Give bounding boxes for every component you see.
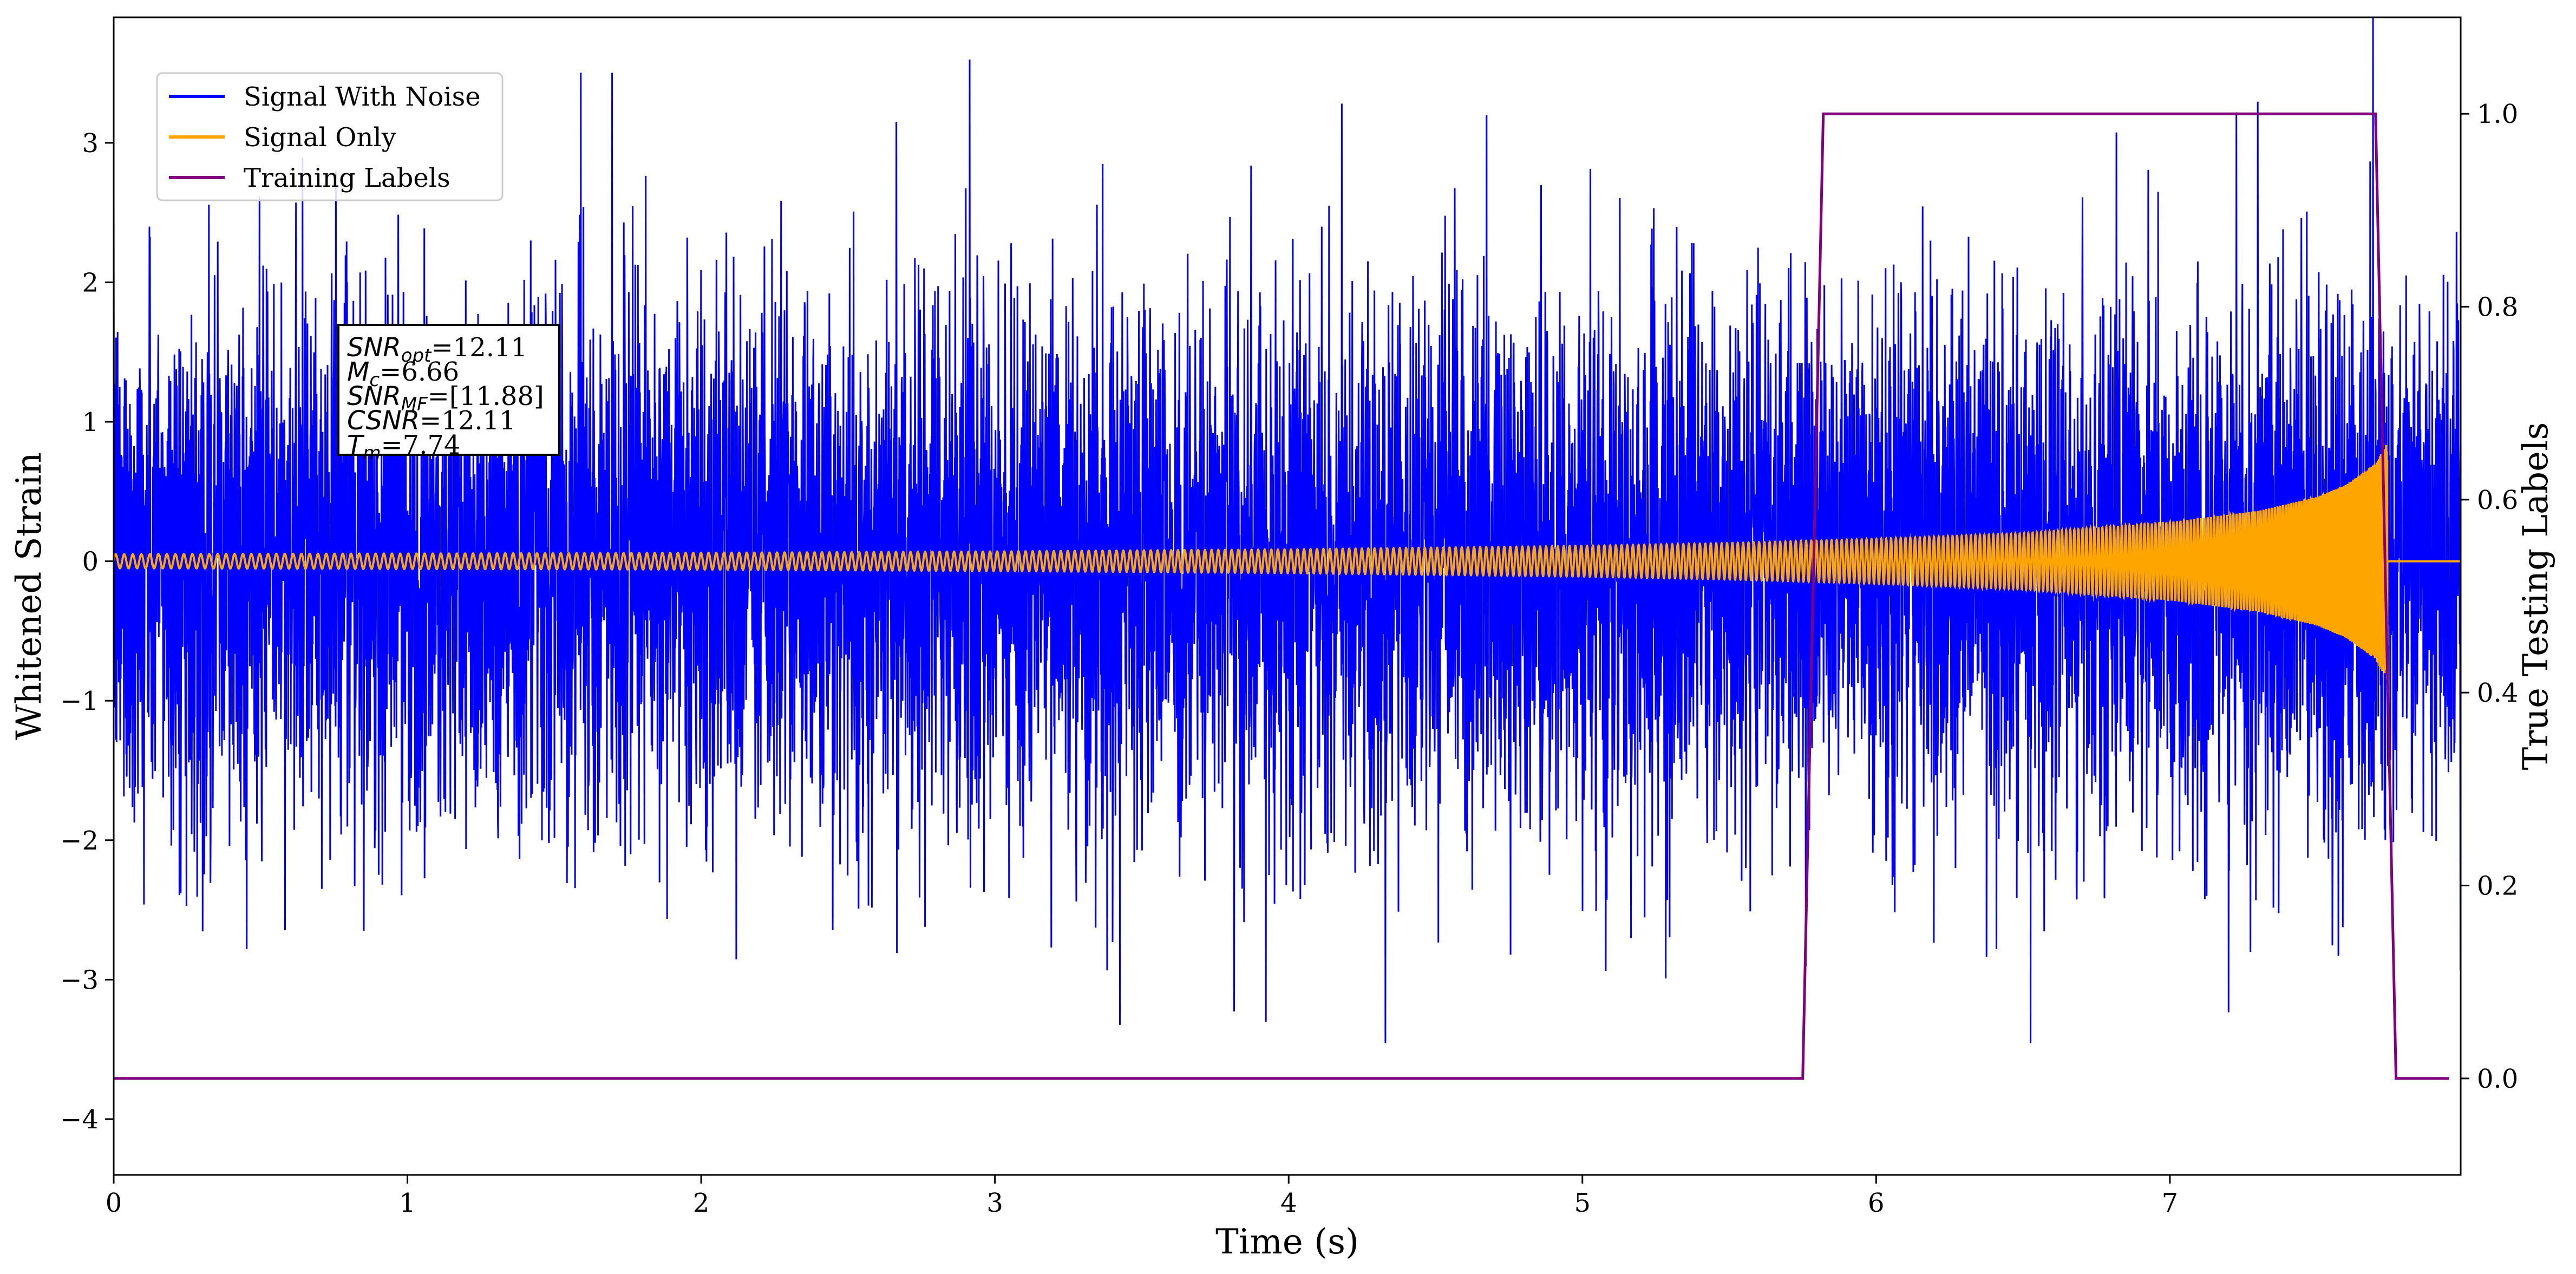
x-tick-label: 4 xyxy=(1280,1188,1297,1218)
series-layer xyxy=(114,17,2461,1080)
y2-tick-label: 0.6 xyxy=(2477,485,2518,515)
x-tick-label: 1 xyxy=(399,1188,416,1218)
y-tick-label: 0 xyxy=(82,547,99,577)
x-tick-label: 7 xyxy=(2162,1188,2179,1218)
ticks-layer: 0 1 2 3 4 5 6 7 3 2 1 0 −1 −2 −3 −4 1.0 0.8 0.6 0.4 0.2 0.0 xyxy=(60,99,2518,1218)
x-tick-label: 0 xyxy=(106,1188,122,1218)
y-tick-label: −3 xyxy=(60,965,99,995)
x-tick-label: 2 xyxy=(693,1188,710,1218)
plot-frame xyxy=(113,16,2462,1176)
y-tick-label: −2 xyxy=(60,826,99,856)
legend-entry: Signal Only xyxy=(244,122,396,153)
y-tick-label: −1 xyxy=(60,686,99,716)
legend-entry: Signal With Noise xyxy=(244,82,481,112)
y-tick-label: 1 xyxy=(82,407,99,437)
legend-entry: Training Labels xyxy=(244,163,450,193)
series-signal-only-line xyxy=(114,445,2461,680)
y-tick-label: −4 xyxy=(60,1105,99,1135)
legend: Signal With Noise Signal Only Training Lab… xyxy=(156,72,504,201)
y2-axis-label: True Testing Labels xyxy=(2516,422,2556,770)
x-tick-label: 3 xyxy=(986,1188,1003,1218)
y2-tick-label: 0.4 xyxy=(2477,678,2518,708)
legend-frame xyxy=(156,72,504,201)
x-tick-label: 5 xyxy=(1574,1188,1591,1218)
stats-annotation-box: SNRopt=12.11Mc=6.66SNRMF=[11.88]CSNR=12.… xyxy=(337,324,560,464)
y2-tick-label: 1.0 xyxy=(2477,99,2518,129)
y-tick-label: 2 xyxy=(82,267,99,298)
series-training-labels-line xyxy=(114,112,2449,1080)
x-axis-label: Time (s) xyxy=(1215,1222,1359,1262)
annotation-frame xyxy=(337,324,560,456)
y-axis-label: Whitened Strain xyxy=(9,452,49,740)
y2-tick-label: 0.8 xyxy=(2477,292,2518,323)
annotation-line: CSNR=12.11 xyxy=(347,406,516,436)
y2-tick-label: 0.2 xyxy=(2477,871,2518,901)
annotation-line: Mc=6.66 xyxy=(347,357,459,391)
x-tick-label: 6 xyxy=(1868,1188,1885,1218)
annotation-line: Tm=7.74 xyxy=(347,430,461,464)
y-tick-label: 3 xyxy=(82,128,99,159)
annotation-line: SNRopt=12.11 xyxy=(347,332,527,367)
y2-tick-label: 0.0 xyxy=(2477,1064,2518,1094)
annotation-line: SNRMF=[11.88] xyxy=(347,381,544,415)
